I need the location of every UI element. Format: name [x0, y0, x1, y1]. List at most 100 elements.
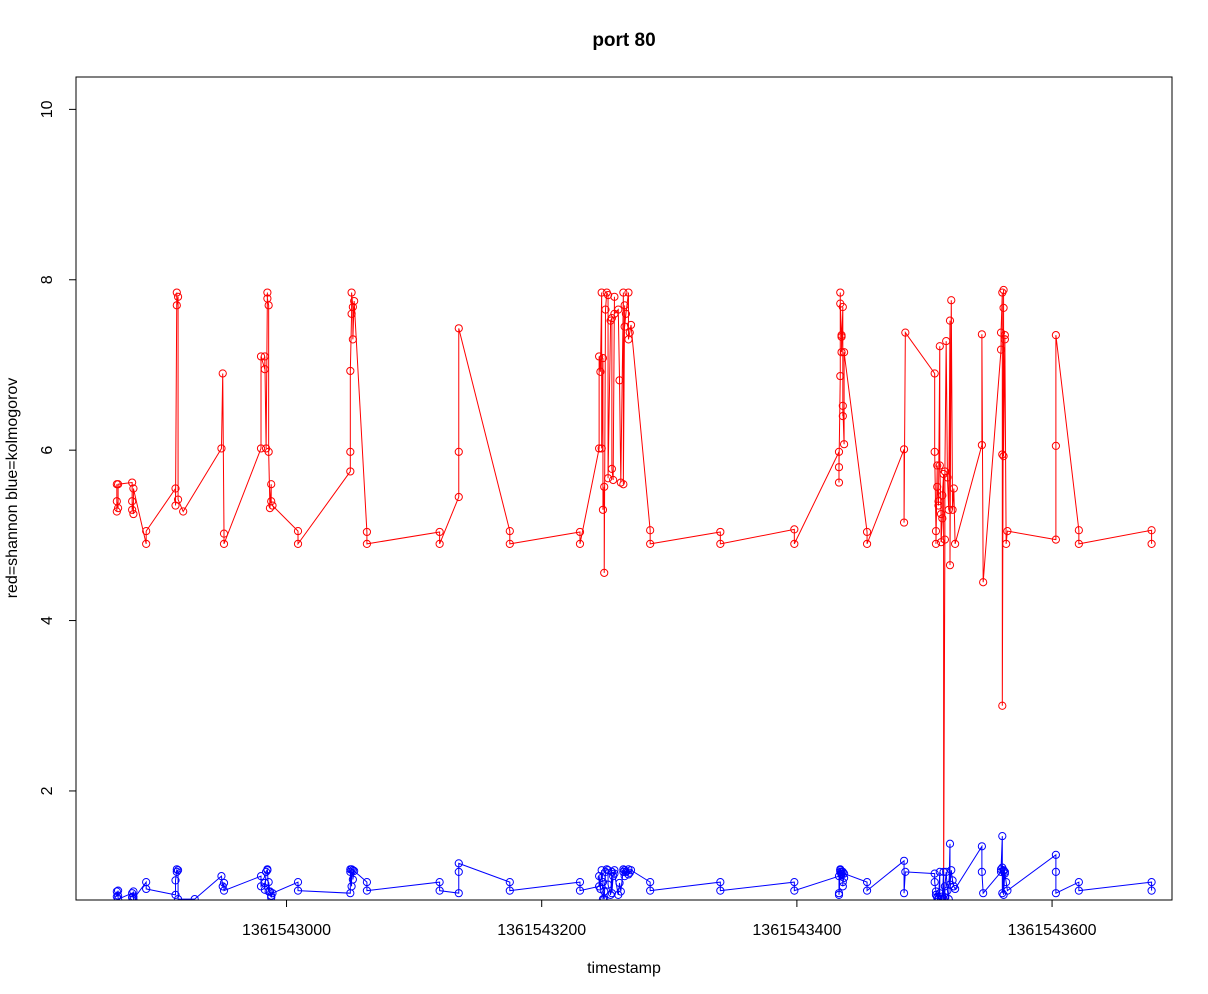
data-point: [790, 525, 799, 534]
x-tick-label: 1361543600: [1008, 922, 1097, 939]
data-point: [350, 296, 359, 306]
data-point: [930, 878, 939, 887]
data-point: [171, 876, 180, 885]
data-point: [862, 878, 872, 887]
data-point: [598, 878, 608, 887]
data-point: [626, 320, 636, 330]
data-point: [942, 867, 951, 876]
data-point: [899, 445, 909, 454]
data-point: [267, 480, 276, 489]
data-point: [267, 497, 276, 506]
data-point: [190, 895, 199, 900]
data-point: [930, 447, 939, 456]
data-point: [944, 895, 953, 900]
data-point: [619, 288, 628, 297]
data-point: [935, 461, 944, 470]
data-point: [940, 882, 949, 891]
data-point: [256, 872, 266, 881]
data-point: [944, 505, 953, 514]
data-point: [173, 495, 183, 504]
data-point: [1051, 850, 1060, 859]
data-point: [998, 450, 1007, 459]
data-point: [901, 328, 910, 337]
data-point: [179, 507, 188, 516]
x-tick-label: 1361543200: [497, 922, 586, 939]
data-point: [362, 539, 372, 548]
data-point: [930, 369, 939, 378]
data-point: [947, 296, 956, 305]
data-point: [597, 444, 606, 453]
data-point: [936, 509, 946, 519]
data-point: [260, 352, 269, 361]
data-point: [505, 886, 514, 895]
data-point: [621, 867, 631, 876]
data-point: [716, 539, 725, 548]
data-point: [435, 886, 444, 895]
data-point: [505, 878, 514, 887]
data-point: [114, 886, 123, 895]
data-point: [435, 527, 444, 537]
data-point: [218, 369, 227, 378]
data-point: [838, 882, 847, 891]
chart-title: port 80: [592, 30, 655, 51]
data-point: [938, 491, 947, 500]
data-point: [951, 884, 960, 894]
data-point: [260, 365, 269, 374]
data-point: [362, 886, 372, 895]
data-point: [1074, 878, 1083, 887]
data-point: [839, 869, 849, 878]
data-point: [1074, 539, 1083, 548]
data-point: [454, 889, 463, 898]
data-point: [945, 880, 955, 889]
data-point: [218, 882, 227, 891]
data-point: [268, 889, 277, 898]
data-point: [838, 401, 847, 410]
data-point: [260, 885, 269, 894]
data-point: [173, 866, 183, 875]
data-point: [646, 539, 655, 548]
data-point: [979, 889, 988, 898]
data-point: [615, 878, 624, 888]
data-point: [899, 889, 909, 898]
data-point: [435, 539, 444, 548]
data-point: [610, 866, 619, 875]
data-point: [945, 561, 955, 570]
data-point: [602, 865, 611, 874]
data-point: [899, 518, 909, 527]
data-point: [256, 352, 266, 361]
data-point: [1074, 886, 1083, 895]
data-point: [1002, 878, 1011, 887]
data-point: [616, 478, 625, 487]
data-point: [838, 867, 847, 876]
data-point: [505, 539, 514, 548]
data-point: [838, 878, 847, 887]
data-point: [1051, 441, 1060, 450]
data-point: [172, 301, 181, 310]
series-0: [112, 285, 1156, 900]
data-point: [217, 444, 226, 453]
data-point: [112, 507, 121, 516]
data-point: [935, 867, 944, 876]
data-point: [999, 452, 1008, 461]
data-point: [837, 331, 846, 340]
data-point: [112, 887, 121, 896]
data-point: [219, 886, 229, 895]
data-point: [128, 505, 137, 514]
data-point: [575, 878, 585, 887]
data-point: [575, 886, 585, 895]
data-point: [347, 865, 356, 874]
data-point: [114, 480, 123, 489]
data-point: [172, 288, 181, 297]
data-point: [790, 886, 799, 895]
data-point: [931, 887, 941, 896]
data-point: [264, 878, 273, 887]
y-axis-label: red=shannon blue=kolmogorov: [4, 378, 21, 599]
data-point: [256, 444, 266, 453]
data-point: [293, 539, 303, 548]
data-point: [610, 869, 619, 878]
data-point: [940, 535, 949, 544]
data-point: [264, 301, 273, 310]
data-point: [362, 527, 372, 537]
data-point: [996, 345, 1006, 354]
